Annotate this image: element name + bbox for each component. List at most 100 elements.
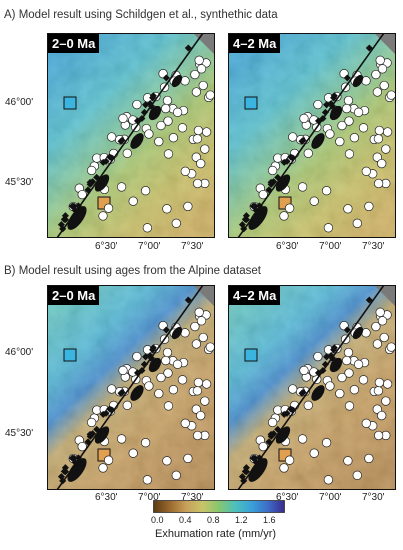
- black-sample-cluster: [130, 133, 144, 149]
- sample-circle: [192, 386, 203, 396]
- sample-circle: [267, 165, 278, 176]
- panel-label: 4–2 Ma: [233, 288, 277, 303]
- lat-label-46-00-b: 46°00': [5, 347, 34, 358]
- sample-circle: [313, 351, 323, 362]
- sample-circle: [343, 456, 353, 466]
- sample-circle: [372, 339, 383, 349]
- sample-circle: [297, 434, 308, 444]
- black-sample-cluster: [67, 206, 87, 230]
- black-sample-marker: [330, 94, 338, 102]
- sample-circle: [373, 430, 384, 441]
- sample-circle: [313, 99, 323, 110]
- sample-circle: [297, 182, 308, 192]
- panel-label: 2–0 Ma: [52, 288, 96, 303]
- sample-circle: [377, 316, 388, 326]
- black-sample-marker: [86, 430, 94, 438]
- sample-circle: [192, 430, 203, 441]
- black-sample-marker: [57, 221, 65, 229]
- cyan-square-marker: [63, 348, 77, 362]
- sample-circle: [196, 158, 206, 169]
- sample-circle: [183, 453, 193, 464]
- sample-circle: [361, 166, 371, 176]
- sample-circle: [284, 203, 295, 213]
- panel-label: 2–0 Ma: [52, 36, 96, 51]
- sample-circle: [116, 182, 127, 192]
- lon-label-7-30-a1: 7°30': [181, 241, 204, 252]
- lon-label-7-00-a2: 7°00': [319, 241, 342, 252]
- map-panel-b-2-0ma: 2–0 Ma: [47, 285, 215, 490]
- sample-circle: [371, 69, 381, 80]
- colorbar-tick-1-6: 1.6: [263, 515, 276, 525]
- sample-circle: [103, 203, 114, 213]
- sample-circle: [132, 99, 142, 110]
- sample-circle: [198, 80, 208, 91]
- sample-circle: [163, 368, 173, 378]
- sample-circle: [373, 386, 384, 396]
- black-sample-marker: [162, 326, 170, 334]
- sample-circle: [321, 438, 332, 448]
- lat-label-45-30-a: 45°30': [5, 177, 34, 188]
- sample-circle: [337, 372, 347, 383]
- lat-label-46-00-a: 46°00': [5, 97, 34, 108]
- sample-circle: [374, 125, 385, 136]
- lon-label-6-30-b1: 6°30': [95, 492, 118, 503]
- lon-label-7-00-b1: 7°00': [138, 492, 161, 503]
- sample-circle: [349, 385, 360, 395]
- sample-circle: [103, 455, 114, 465]
- black-sample-marker: [283, 157, 291, 165]
- sample-circle: [163, 116, 173, 126]
- lon-label-6-30-a1: 6°30': [95, 241, 118, 252]
- sample-circle: [122, 400, 132, 410]
- map-panel-b-4-2ma: 4–2 Ma: [228, 285, 396, 490]
- sample-circle: [171, 218, 181, 228]
- sample-circle: [201, 127, 212, 137]
- black-sample-cluster: [329, 105, 343, 121]
- lon-label-6-30-b2: 6°30': [276, 492, 299, 503]
- sample-circle: [193, 377, 204, 388]
- sample-circle: [382, 379, 393, 389]
- lon-label-7-30-b1: 7°30': [181, 492, 204, 503]
- sample-circle: [171, 470, 181, 480]
- colorbar-tick-0-0: 0.0: [151, 515, 164, 525]
- sample-circle: [98, 463, 108, 473]
- sample-circle: [358, 123, 369, 133]
- black-sample-cluster: [94, 426, 110, 444]
- colorbar-tick-0-8: 0.8: [207, 515, 220, 525]
- sample-circle: [205, 342, 215, 352]
- section-a-title: A) Model result using Schildgen et al., …: [4, 9, 278, 21]
- black-sample-marker: [102, 157, 110, 165]
- sample-circle: [140, 186, 151, 196]
- sample-circle: [382, 127, 393, 137]
- black-sample-marker: [298, 389, 306, 397]
- black-sample-marker: [298, 137, 306, 145]
- sample-circle: [343, 95, 354, 106]
- sample-circle: [279, 211, 289, 221]
- black-sample-marker: [184, 296, 192, 304]
- sample-circle: [342, 355, 352, 366]
- sample-circle: [190, 69, 200, 80]
- sample-circle: [373, 178, 384, 189]
- sample-circle: [299, 365, 309, 376]
- sample-circle: [116, 434, 127, 444]
- sample-circle: [303, 148, 313, 158]
- sample-circle: [344, 149, 355, 159]
- sample-circle: [344, 116, 354, 126]
- sample-circle: [107, 132, 117, 142]
- sample-circle: [353, 359, 364, 369]
- section-b-title: B) Model result using ages from the Alpi…: [4, 265, 261, 277]
- cyan-square-marker: [63, 96, 77, 110]
- sample-circle: [325, 129, 335, 139]
- sample-circle: [372, 87, 383, 97]
- sample-circle: [163, 401, 174, 411]
- sample-circle: [377, 64, 388, 74]
- sample-circle: [375, 307, 385, 317]
- black-sample-cluster: [171, 326, 183, 340]
- sample-circle: [162, 456, 172, 466]
- black-sample-cluster: [311, 133, 325, 149]
- sample-circle: [258, 441, 268, 452]
- black-sample-marker: [149, 94, 157, 102]
- black-sample-cluster: [148, 105, 162, 121]
- sample-circle: [144, 129, 154, 139]
- sample-circle: [343, 347, 354, 358]
- sample-circle: [361, 418, 371, 428]
